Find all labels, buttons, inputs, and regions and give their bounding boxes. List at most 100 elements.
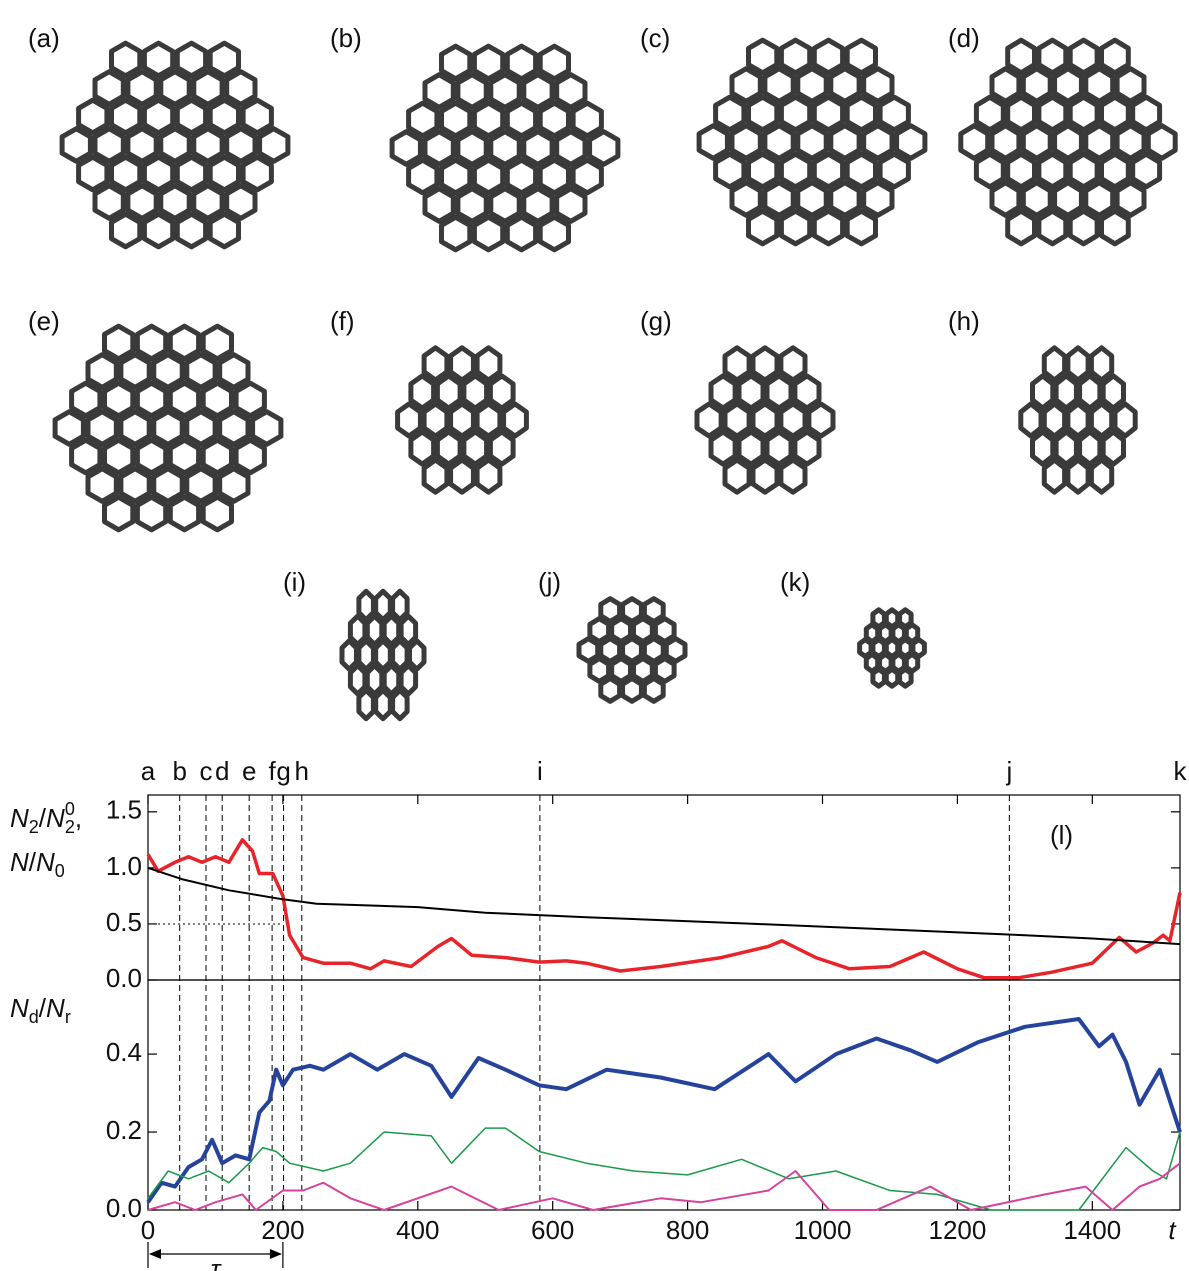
hexagon	[1044, 460, 1064, 492]
plot-frame	[148, 980, 1180, 1210]
hexagon	[781, 154, 809, 187]
hexagon	[384, 666, 399, 694]
hexagon	[1033, 376, 1053, 408]
event-label: k	[1174, 756, 1188, 786]
hexagon	[1091, 460, 1111, 492]
hexagon	[210, 43, 238, 76]
hexagon	[424, 460, 447, 492]
hexagon	[79, 100, 107, 133]
y-axis-label-part: N	[10, 993, 29, 1023]
hexagon	[1055, 69, 1082, 102]
hexagon	[847, 40, 875, 73]
hexagon	[474, 217, 502, 250]
hexagon	[612, 659, 631, 682]
hexagon	[1044, 348, 1064, 380]
y-axis-label-part: 2	[29, 817, 39, 837]
hexagon	[590, 619, 609, 642]
y-axis-label-part: N	[46, 803, 65, 833]
hexagon	[170, 326, 198, 359]
hexagon	[739, 376, 763, 408]
hexagon	[384, 616, 399, 644]
hexagon	[105, 383, 133, 416]
hexagon	[897, 126, 925, 159]
data-line	[148, 1019, 1180, 1202]
arrow-head	[149, 1249, 161, 1259]
hexagon	[579, 639, 598, 662]
hexagon	[767, 376, 791, 408]
hexagon	[623, 599, 642, 622]
hexagon	[105, 440, 133, 473]
hexagon	[1039, 97, 1066, 130]
hexagon	[187, 412, 215, 445]
hexagon	[1133, 154, 1160, 187]
hexagon	[350, 666, 365, 694]
panel-label: (e)	[28, 306, 60, 336]
hexagon	[177, 43, 205, 76]
molecule	[392, 46, 618, 250]
hexagon	[72, 440, 100, 473]
hexagon	[425, 189, 453, 222]
hexagon	[1008, 154, 1035, 187]
hexagon	[464, 376, 487, 408]
hexagon	[732, 126, 760, 159]
hexagon	[814, 154, 842, 187]
hexagon	[95, 186, 123, 219]
hexagon	[1080, 432, 1100, 464]
hexagon	[1148, 126, 1175, 159]
hexagon	[161, 129, 189, 162]
hexagon	[187, 355, 215, 388]
y-tick-label: 0.0	[106, 963, 142, 993]
hexagon	[236, 383, 264, 416]
hexagon	[1117, 69, 1144, 102]
hexagon	[1044, 404, 1064, 436]
hexagon	[112, 214, 140, 247]
hexagon	[220, 469, 248, 502]
hexagon	[451, 348, 474, 380]
hexagon	[491, 132, 519, 165]
hexagon	[154, 355, 182, 388]
y-tick-label: 1.0	[106, 851, 142, 881]
event-label: d	[215, 756, 229, 786]
hexagon	[1086, 126, 1113, 159]
hexagon	[227, 186, 255, 219]
hexagon	[557, 75, 585, 108]
y-tick-label: 0.0	[106, 1193, 142, 1223]
hexagon	[507, 46, 535, 79]
hexagon	[634, 659, 653, 682]
molecule	[697, 348, 833, 492]
hexagon	[170, 497, 198, 530]
hexagon	[121, 469, 149, 502]
hexagon	[458, 189, 486, 222]
hexagon	[809, 404, 833, 436]
molecule	[55, 326, 281, 530]
hexagon	[1039, 40, 1066, 73]
hexagon	[765, 126, 793, 159]
hexagon	[781, 460, 805, 492]
y-axis-label: N/N0	[10, 847, 65, 881]
y-tick-label: 0.5	[106, 907, 142, 937]
hexagon	[350, 616, 365, 644]
hexagon	[1117, 126, 1144, 159]
hexagon	[220, 355, 248, 388]
hexagon	[128, 186, 156, 219]
hexagon	[1033, 432, 1053, 464]
hexagon	[573, 103, 601, 136]
hexagon	[210, 214, 238, 247]
panel-label: (g)	[640, 306, 672, 336]
hexagon	[393, 591, 408, 619]
hexagon	[644, 679, 663, 702]
hexagon	[1070, 211, 1097, 244]
figure: (a)(b)(c)(d)(e)(f)(g)(h)(i)(j)(k)0.00.51…	[0, 0, 1189, 1271]
hexagon	[62, 129, 90, 162]
hexagon	[154, 412, 182, 445]
hexagon	[831, 183, 859, 216]
y-tick-label: 1.5	[106, 795, 142, 825]
hexagon	[210, 157, 238, 190]
y-axis-label-part: N	[36, 847, 55, 877]
hexagon	[507, 217, 535, 250]
data-line	[148, 1163, 1180, 1210]
hexagon	[864, 183, 892, 216]
hexagon	[1055, 126, 1082, 159]
hexagon	[753, 460, 777, 492]
hexagon	[220, 412, 248, 445]
